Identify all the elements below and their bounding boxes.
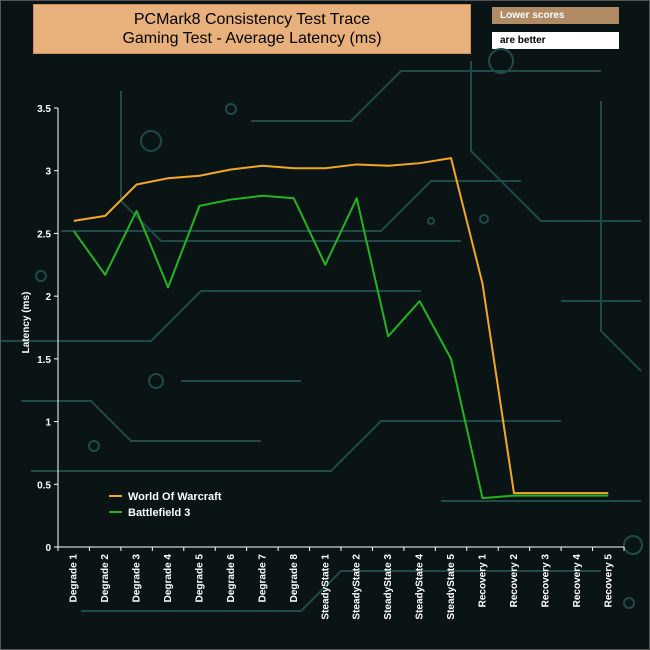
circuit-node [148,373,164,389]
note-are-better: are better [492,32,619,49]
x-tick-label: Degrade 5 [195,554,206,603]
x-tick-label: Degrade 2 [100,554,111,603]
circuit-node [35,270,47,282]
series-lines [72,157,609,500]
x-tick-label: Recovery 5 [603,554,614,608]
note-lower-scores: Lower scores [492,7,619,24]
y-tick-label: 1 [45,418,51,429]
y-tick-labels: 0 0.5 1 1.5 2 2.5 3 3.5 [37,104,51,554]
x-tick-label: Degrade 8 [289,554,300,603]
circuit-trace [1,290,421,342]
circuit-trace [470,61,641,222]
circuit-background [1,48,643,612]
circuit-trace [61,180,521,232]
circuit-node [623,535,643,555]
y-tick-label: 2.5 [37,229,51,240]
x-tick-label: Recovery 2 [509,554,520,608]
circuit-node [623,597,635,609]
y-tick-label: 3 [45,167,51,178]
legend-label-2: Battlefield 3 [128,507,190,519]
x-tick-label: SteadyState 4 [415,554,426,620]
y-tick-label: 2 [45,292,51,303]
circuit-node [488,48,514,74]
chart-title: PCMark8 Consistency Test Trace Gaming Te… [33,4,471,54]
x-tick-label: Recovery 3 [540,554,551,608]
y-tick-label: 0.5 [37,480,51,491]
series-line-2 [72,194,609,500]
x-tick-label: SteadyState 5 [446,554,457,620]
chart-title-line-1: PCMark8 Consistency Test Trace [133,11,371,28]
x-tick-label: SteadyState 3 [383,554,394,620]
x-tick-label: Recovery 1 [478,554,489,608]
circuit-trace [81,570,601,612]
x-tick-label: Degrade 7 [257,554,268,603]
circuit-node [225,103,237,115]
x-tick-labels: Degrade 1 Degrade 2 Degrade 3 Degrade 4 Degr… [69,554,615,620]
x-tick-label: Recovery 4 [572,554,583,608]
y-axis-label: Latency (ms) [21,292,32,354]
circuit-trace [600,101,642,372]
series-line-1 [73,157,609,495]
circuit-node [427,217,435,225]
circuit-trace [31,420,561,472]
y-tick-label: 3.5 [37,104,51,115]
circuit-node [88,440,100,452]
circuit-node [479,214,489,224]
circuit-trace [120,91,461,242]
chart-axes [54,107,625,551]
y-tick-label: 1.5 [37,355,51,366]
circuit-trace [21,400,261,442]
legend-label-1: World Of Warcraft [128,491,222,503]
x-tick-label: SteadyState 2 [352,554,363,620]
x-tick-label: SteadyState 1 [320,554,331,620]
chart-title-line-2: Gaming Test - Average Latency (ms) [122,30,382,47]
x-tick-label: Degrade 1 [69,554,80,603]
circuit-trace [251,70,601,122]
circuit-node [140,130,162,152]
legend: World Of Warcraft Battlefield 3 [109,491,222,519]
x-tick-label: Degrade 6 [226,554,237,603]
x-tick-label: Degrade 4 [163,554,174,603]
y-tick-label: 0 [45,543,51,554]
x-tick-label: Degrade 3 [132,554,143,603]
